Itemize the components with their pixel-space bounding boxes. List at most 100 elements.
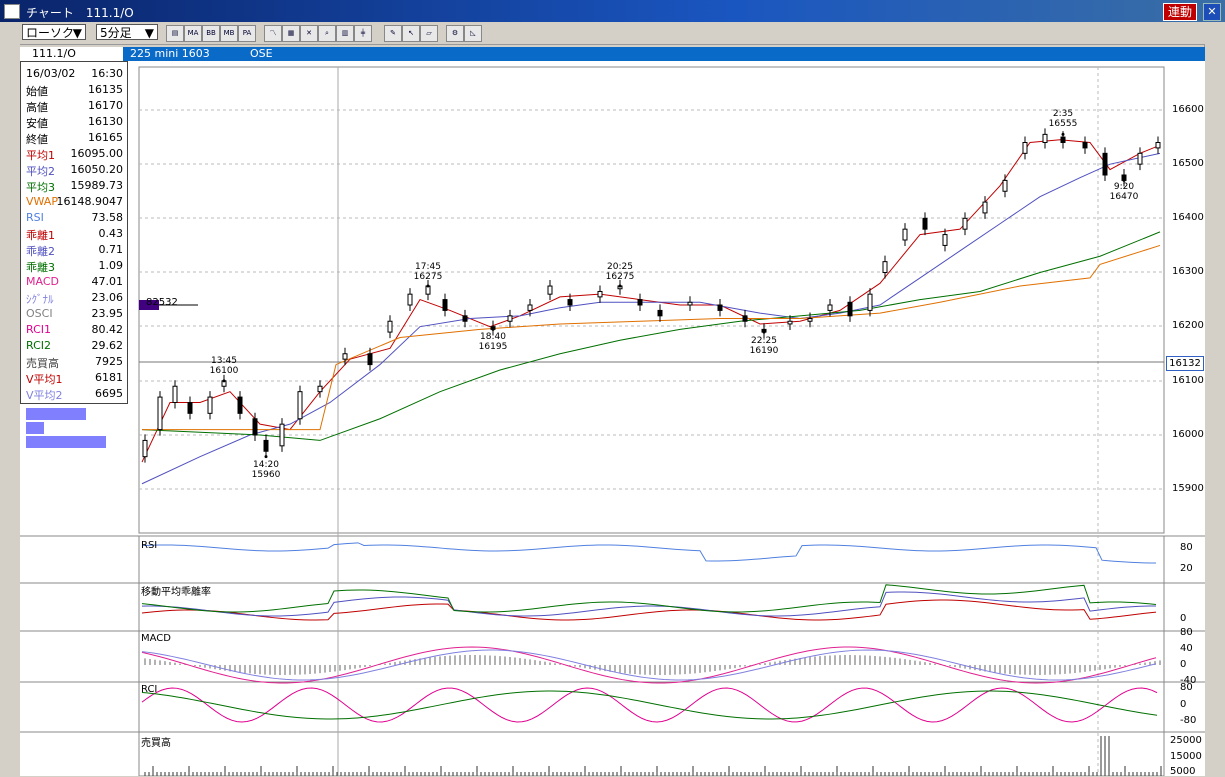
datawin-time: 16:30 — [91, 67, 123, 80]
candle-body — [882, 261, 888, 274]
close-icon[interactable]: ✕ — [1203, 3, 1221, 21]
candle-body — [942, 234, 948, 246]
datawin-row: 乖離1 0.43 — [21, 226, 127, 242]
price-annotation: 14:20 15960 — [241, 460, 291, 480]
chart-type-dropdown[interactable]: ローソク ▼ — [22, 24, 86, 40]
symbol-code[interactable]: 111.1/O — [20, 47, 123, 61]
volume-tick-label: 25000 — [1170, 735, 1202, 746]
datawin-value: 16165 — [88, 131, 123, 144]
window-layout-icon[interactable]: ▤ — [166, 25, 184, 42]
candle-body — [567, 299, 573, 306]
kairi-line — [141, 599, 1157, 621]
datawin-label: V平均1 — [26, 373, 63, 386]
eraser-icon[interactable]: ▱ — [420, 25, 438, 42]
cross-icon[interactable]: ✕ — [300, 25, 318, 42]
pen-icon[interactable]: ✎ — [384, 25, 402, 42]
rci-tick-label: -80 — [1180, 715, 1197, 726]
chart-type-value: ローソク — [26, 26, 75, 40]
rci1-line — [141, 687, 1158, 723]
price-tick-label: 15900 — [1172, 483, 1204, 494]
datawin-row: 始値 16135 — [21, 82, 127, 98]
kairi-line — [141, 591, 1157, 617]
price-annotation: 18:40 16195 — [468, 332, 518, 352]
datawin-label: 平均1 — [26, 149, 55, 162]
price-tick-label: 16200 — [1172, 320, 1204, 331]
datawin-value: 16130 — [88, 115, 123, 128]
cursor-icon[interactable]: ↖ — [402, 25, 420, 42]
datawin-value: 15989.73 — [70, 179, 124, 192]
interval-dropdown[interactable]: 5分足 ▼ — [96, 24, 158, 40]
settings-icon[interactable]: ⚙ — [446, 25, 464, 42]
main-plot-frame — [138, 66, 1165, 534]
rsi-panel-title: RSI — [141, 540, 158, 551]
annotation-point — [618, 284, 622, 288]
annotation-point — [426, 284, 430, 288]
datawin-date: 16/03/02 — [26, 67, 76, 80]
annotation-point — [491, 327, 495, 331]
datawin-label: VWAP — [26, 195, 58, 208]
volume-panel-title: 売買高 — [141, 738, 171, 749]
moving-average-line — [141, 152, 1161, 485]
mb-button[interactable]: MB — [220, 25, 238, 42]
candle-body — [787, 320, 793, 325]
volume-profile-bar — [26, 422, 44, 434]
price-annotation: 22:25 16190 — [739, 336, 789, 356]
grid-icon[interactable]: ▦ — [282, 25, 300, 42]
candle-body — [637, 299, 643, 306]
print-icon[interactable]: ▥ — [336, 25, 354, 42]
datawin-row: 乖離3 1.09 — [21, 258, 127, 274]
candle-body — [207, 396, 213, 414]
candle-body — [657, 309, 663, 317]
annotation-time: 13:45 — [211, 356, 237, 366]
annotation-time: 14:20 — [253, 460, 279, 470]
datawin-row: OSCI 23.95 — [21, 306, 127, 322]
volume-profile-bar — [139, 300, 159, 310]
vertical-scrollbar[interactable] — [1204, 44, 1225, 776]
candle-body — [1137, 152, 1143, 165]
exchange-name: OSE — [250, 47, 273, 60]
candle-body — [807, 318, 813, 322]
macd-tick-label: 80 — [1180, 627, 1193, 638]
datawin-value: 0.43 — [98, 227, 124, 240]
annotation-price: 16100 — [209, 366, 239, 376]
candle-body — [263, 439, 269, 452]
indicator-panel-frame — [138, 681, 1165, 733]
annotation-price: 15960 — [251, 470, 281, 480]
datawin-row: V平均2 6695 — [21, 386, 127, 402]
datawin-value: 16170 — [88, 99, 123, 112]
candle-body — [902, 228, 908, 241]
indicator-panel-frame — [138, 582, 1165, 632]
ma-button[interactable]: MA — [184, 25, 202, 42]
candle-body — [742, 315, 748, 322]
indicator-panel-frame — [138, 731, 1165, 776]
annotation-price: 16195 — [478, 342, 508, 352]
left-gutter — [0, 44, 20, 776]
candle-body — [317, 385, 323, 393]
candle-body — [1022, 142, 1028, 154]
chart-area[interactable] — [20, 61, 1205, 776]
kairi-panel-title: 移動平均乖離率 — [141, 587, 211, 598]
candle-body — [962, 217, 968, 230]
datawin-label: 売買高 — [26, 357, 59, 370]
zoom-icon[interactable]: ⌕ — [318, 25, 336, 42]
link-button[interactable]: 連動 — [1162, 3, 1197, 21]
price-tick-label: 16600 — [1172, 104, 1204, 115]
price-tick-label: 16000 — [1172, 429, 1204, 440]
price-tick-label: 16300 — [1172, 266, 1204, 277]
annotation-time: 9:20 — [1113, 182, 1135, 192]
line-chart-icon[interactable]: 〽 — [264, 25, 282, 42]
candle-body — [867, 293, 873, 311]
macd-tick-label: 0 — [1180, 659, 1187, 670]
ruler-icon[interactable]: ◺ — [464, 25, 482, 42]
datawin-value: 16050.20 — [70, 163, 124, 176]
datawin-label: MACD — [26, 275, 59, 288]
pa-button[interactable]: PA — [238, 25, 256, 42]
annotation-price: 16275 — [413, 272, 443, 282]
datawin-value: 0.71 — [98, 243, 124, 256]
candle-body — [547, 285, 553, 295]
datawin-row: RCI2 29.62 — [21, 338, 127, 354]
datawin-datetime: 16/03/02 16:30 — [21, 66, 127, 82]
bb-button[interactable]: BB — [202, 25, 220, 42]
datawin-label: 乖離3 — [26, 261, 55, 274]
crosshair-icon[interactable]: ╪ — [354, 25, 372, 42]
